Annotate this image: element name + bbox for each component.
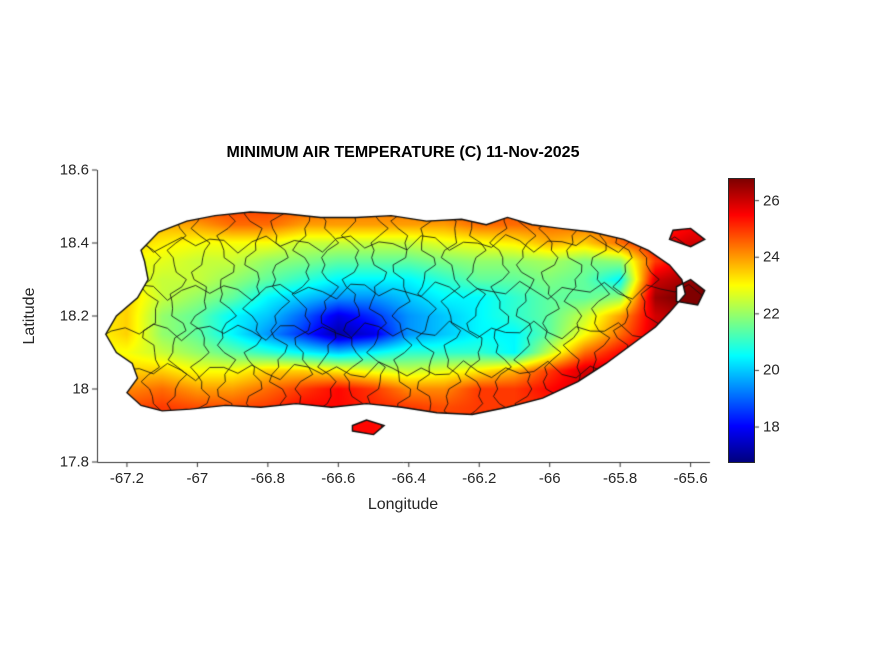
y-tick-label: 18.6 [59,161,89,179]
x-tick-label: -66.6 [321,470,356,487]
y-tick-label: 17.8 [59,453,89,471]
colorbar-tick-label: 24 [763,248,780,266]
y-tick-label: 18 [72,380,89,398]
x-tick-label: -67.2 [109,470,145,487]
x-tick-label: -66 [538,470,561,487]
colorbar-gradient [728,178,755,463]
y-tick-label: 18.4 [59,234,89,252]
colorbar-tick-label: 20 [763,361,780,379]
temperature-map-canvas [97,170,710,462]
x-tick-label: -66.2 [462,470,497,487]
colorbar-tick-label: 26 [763,192,780,210]
chart-title: MINIMUM AIR TEMPERATURE (C) 11-Nov-2025 [226,144,580,161]
x-tick-label: -65.8 [603,470,638,487]
colorbar-tick-label: 18 [763,418,780,436]
colorbar-tick-label: 22 [763,305,780,323]
x-tick-label: -65.6 [673,470,708,487]
y-axis-label: Latitude [21,287,38,345]
y-tick-label: 18.2 [59,307,89,325]
x-tick-label: -67 [186,470,209,487]
x-tick-label: -66.4 [391,470,426,487]
x-tick-label: -66.8 [250,470,285,487]
x-axis-label: Longitude [367,496,439,513]
